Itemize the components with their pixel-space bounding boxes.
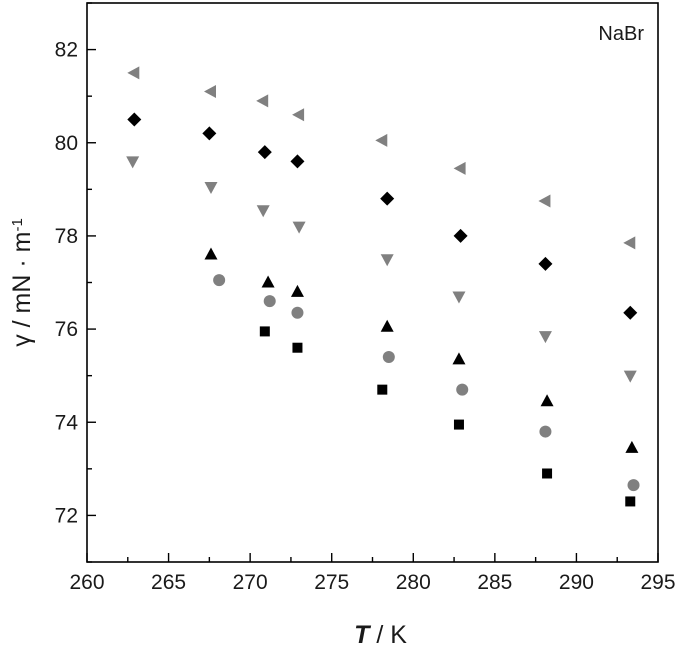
triangle-up-marker	[204, 247, 218, 260]
diamond-marker	[380, 191, 395, 206]
x-tick-label: 280	[396, 571, 431, 594]
diamond-marker	[257, 145, 272, 160]
triangle-left-marker	[292, 108, 305, 122]
ticks-layer: 260 265 270 275 280 285 290 295 72 74 76 78 80 82	[55, 2, 676, 594]
y-tick-label: 74	[55, 411, 79, 434]
triangle-up-marker	[380, 319, 394, 332]
triangle-down-marker	[538, 331, 552, 344]
triangle-down-marker	[623, 370, 637, 383]
chart-annotation: NaBr	[598, 23, 644, 45]
triangle-up-marker	[290, 284, 304, 297]
triangle-down-marker	[204, 182, 218, 195]
circle-marker	[627, 479, 640, 492]
x-tick-label: 270	[233, 571, 268, 594]
triangle-left-marker	[203, 85, 216, 99]
y-tick-label: 76	[55, 318, 78, 341]
triangle-up-marker	[540, 394, 554, 407]
triangle-left-marker	[453, 161, 466, 175]
x-tick-label: 290	[559, 571, 594, 594]
diamond-marker	[453, 228, 468, 243]
square-marker	[259, 326, 270, 337]
y-axis-unit: / mN · m	[8, 232, 36, 335]
square-marker	[542, 468, 553, 479]
circle-marker	[382, 351, 395, 364]
y-tick-label: 82	[55, 39, 78, 62]
y-tick-label: 72	[55, 504, 78, 527]
y-axis-symbol: γ	[8, 334, 36, 347]
triangle-left-marker	[127, 66, 140, 80]
x-tick-label: 285	[477, 571, 512, 594]
triangle-down-marker	[292, 221, 306, 234]
triangle-left-marker	[375, 133, 388, 147]
y-tick-label: 80	[55, 132, 78, 155]
x-tick-label: 265	[151, 571, 186, 594]
y-tick-label: 78	[55, 225, 78, 248]
circle-marker	[456, 383, 469, 396]
triangle-down-marker	[452, 291, 466, 304]
diamond-marker	[127, 112, 142, 127]
circle-marker	[263, 295, 276, 308]
x-tick-label: 260	[69, 571, 104, 594]
diamond-marker	[623, 305, 638, 320]
circle-marker	[213, 274, 226, 287]
triangle-left-marker	[538, 194, 551, 208]
x-tick-label: 275	[314, 571, 349, 594]
triangle-down-marker	[126, 156, 140, 169]
x-axis-unit: / K	[369, 621, 407, 649]
square-marker	[453, 419, 464, 430]
plot-frame	[86, 2, 659, 563]
x-axis-title: T / K	[354, 621, 407, 649]
square-marker	[625, 496, 636, 507]
diamond-marker	[290, 154, 305, 169]
diamond-marker	[538, 256, 553, 271]
circle-marker	[291, 306, 304, 319]
triangle-up-marker	[261, 275, 275, 288]
square-marker	[292, 342, 303, 353]
triangle-down-marker	[256, 205, 270, 218]
data-markers	[126, 66, 640, 507]
triangle-up-marker	[625, 440, 639, 453]
triangle-up-marker	[452, 352, 466, 365]
y-axis-title: γ / mN · m-1	[8, 218, 36, 347]
square-marker	[377, 384, 388, 395]
diamond-marker	[202, 126, 217, 141]
triangle-left-marker	[623, 236, 636, 250]
triangle-down-marker	[380, 254, 394, 267]
x-tick-label: 295	[640, 571, 675, 594]
x-axis-symbol: T	[354, 621, 372, 649]
triangle-left-marker	[256, 94, 269, 108]
y-axis-unit-exponent: -1	[9, 218, 26, 231]
circle-marker	[539, 425, 552, 438]
